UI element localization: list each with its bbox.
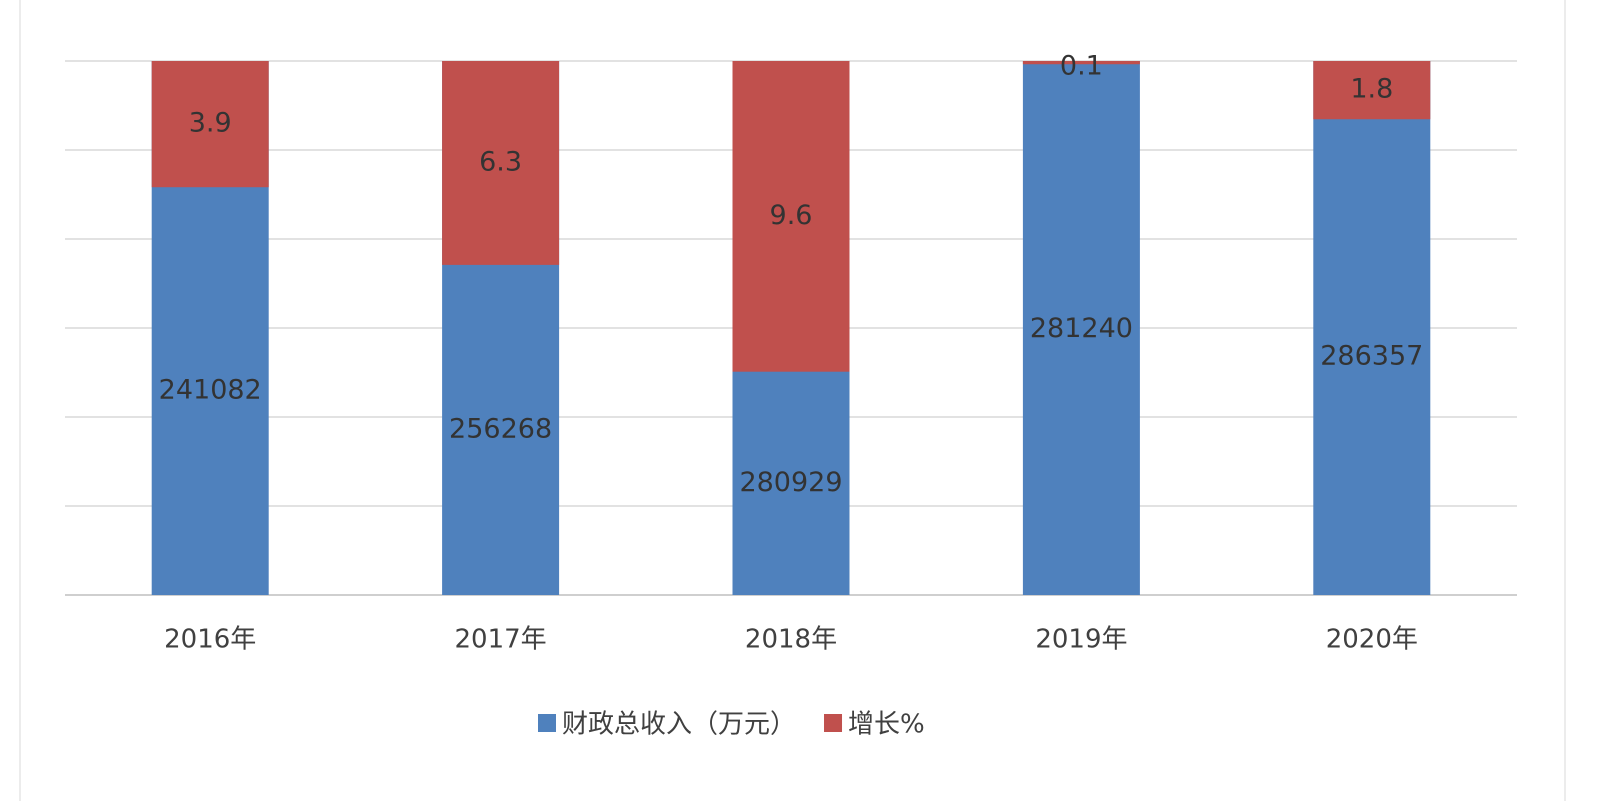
data-label: 280929 bbox=[739, 467, 842, 498]
x-tick-label: 2020年 bbox=[1326, 625, 1418, 655]
x-tick-label: 2017年 bbox=[455, 625, 547, 655]
data-label: 286357 bbox=[1320, 341, 1423, 372]
data-label: 3.9 bbox=[189, 108, 232, 139]
bar bbox=[151, 61, 269, 188]
bar bbox=[1022, 61, 1140, 595]
bar bbox=[442, 61, 560, 265]
data-label: 1.8 bbox=[1350, 74, 1393, 105]
x-tick-label: 2019年 bbox=[1035, 625, 1127, 655]
x-tick-label: 2016年 bbox=[164, 625, 256, 655]
bar bbox=[1313, 61, 1431, 595]
data-label: 6.3 bbox=[479, 146, 522, 177]
bar bbox=[1313, 61, 1431, 120]
data-label: 0.1 bbox=[1060, 51, 1103, 82]
legend-label: 财政总收入（万元） bbox=[562, 710, 796, 740]
bar bbox=[1022, 61, 1140, 65]
legend-label: 增长% bbox=[848, 710, 925, 740]
data-label: 241082 bbox=[159, 375, 262, 406]
bar bbox=[732, 61, 850, 372]
legend-swatch bbox=[538, 714, 556, 732]
data-label: 256268 bbox=[449, 413, 552, 444]
legend-swatch bbox=[824, 714, 843, 732]
x-tick-label: 2018年 bbox=[745, 625, 837, 655]
data-label: 9.6 bbox=[770, 200, 813, 231]
data-label: 281240 bbox=[1030, 313, 1133, 344]
